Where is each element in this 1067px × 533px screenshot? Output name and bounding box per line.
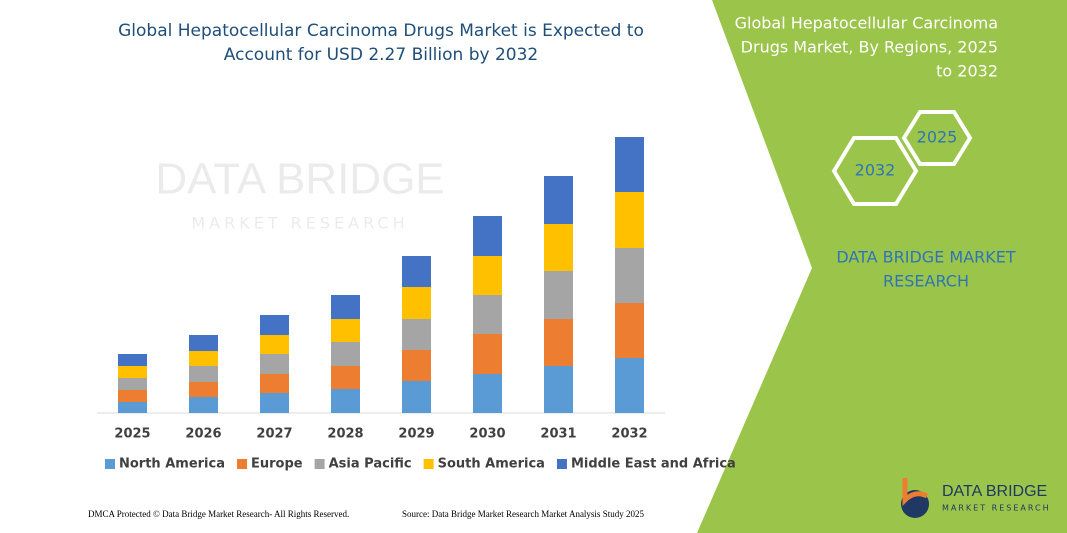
x-tick-label: 2026 — [185, 427, 221, 442]
legend-swatch — [423, 459, 434, 469]
bar-segment — [544, 271, 573, 319]
bar-segment — [544, 176, 573, 224]
bar-segment — [189, 382, 218, 397]
hexagon-label: 2025 — [917, 128, 958, 147]
bar-segment — [260, 393, 289, 413]
x-tick-label: 2031 — [540, 427, 576, 442]
watermark-text: MARKET RESEARCH — [191, 214, 408, 233]
bar-segment — [331, 295, 360, 319]
legend-label: North America — [119, 457, 225, 472]
bar-segment — [473, 374, 502, 413]
bar-segment — [473, 295, 502, 334]
x-tick-label: 2029 — [398, 427, 434, 442]
brand-text: RESEARCH — [883, 272, 969, 291]
footer-text: DMCA Protected © Data Bridge Market Rese… — [88, 509, 349, 519]
bar-segment — [331, 342, 360, 366]
bar-segment — [615, 137, 644, 192]
bar-segment — [118, 378, 147, 390]
bar-segment — [118, 390, 147, 402]
bar-segment — [189, 335, 218, 351]
logo-text: DATA BRIDGE — [942, 483, 1047, 500]
bar-segment — [331, 389, 360, 413]
logo-text: MARKET RESEARCH — [942, 504, 1051, 513]
bar-segment — [615, 303, 644, 358]
bar-segment — [544, 366, 573, 413]
bar-segment — [402, 287, 431, 319]
x-tick-label: 2030 — [469, 427, 505, 442]
bar-segment — [402, 350, 431, 381]
hexagon-label: 2032 — [855, 161, 896, 180]
hexagon — [831, 136, 919, 206]
x-tick-label: 2028 — [327, 427, 363, 442]
bar-segment — [544, 319, 573, 366]
bar-segment — [189, 366, 218, 382]
side-title: Drugs Market, By Regions, 2025 — [741, 38, 998, 57]
x-tick-label: 2032 — [611, 427, 647, 442]
chart-title: Global Hepatocellular Carcinoma Drugs Ma… — [118, 21, 644, 41]
side-title: Global Hepatocellular Carcinoma — [735, 14, 998, 33]
legend-label: Middle East and Africa — [571, 457, 736, 472]
x-tick-label: 2025 — [114, 427, 150, 442]
legend-swatch — [105, 459, 115, 469]
bar-segment — [331, 319, 360, 342]
legend-swatch — [314, 459, 325, 469]
bar-segment — [260, 354, 289, 374]
bar-segment — [118, 402, 147, 413]
hexagon — [901, 110, 973, 166]
bar-segment — [260, 335, 289, 354]
bar-segment — [331, 366, 360, 389]
bar-segment — [260, 315, 289, 335]
x-tick-label: 2027 — [256, 427, 292, 442]
bar-segment — [402, 319, 431, 350]
bar-segment — [473, 256, 502, 295]
logo: DATA BRIDGE MARKET RESEARCH — [901, 478, 1051, 518]
bar-segment — [544, 224, 573, 271]
side-panel — [697, 0, 1067, 533]
logo-icon — [902, 478, 929, 507]
watermark: DATA BRIDGE MARKET RESEARCH — [155, 155, 444, 233]
legend-label: Asia Pacific — [329, 457, 412, 472]
footer-text: Source: Data Bridge Market Research Mark… — [402, 509, 644, 519]
bar-segment — [402, 256, 431, 287]
legend-label: South America — [438, 457, 545, 472]
bar-segment — [402, 381, 431, 413]
bar-segment — [118, 366, 147, 378]
bar-segment — [615, 248, 644, 303]
bar-segment — [189, 397, 218, 413]
bar-segment — [118, 354, 147, 366]
legend-swatch — [237, 459, 247, 469]
bar-segment — [473, 216, 502, 256]
legend-swatch — [556, 459, 567, 469]
watermark-text: DATA BRIDGE — [155, 155, 444, 204]
legend-label: Europe — [251, 457, 303, 472]
bar-segment — [189, 351, 218, 366]
bar-segment — [615, 358, 644, 413]
chart-title: Account for USD 2.27 Billion by 2032 — [224, 45, 538, 65]
bar-segment — [473, 334, 502, 374]
bar-segment — [615, 192, 644, 248]
brand-text: DATA BRIDGE MARKET — [836, 248, 1016, 267]
bar-segment — [260, 374, 289, 393]
side-title: to 2032 — [936, 62, 998, 81]
